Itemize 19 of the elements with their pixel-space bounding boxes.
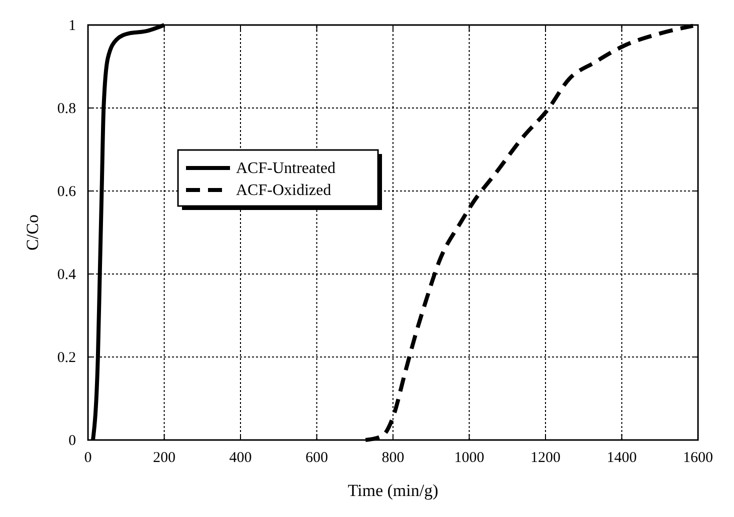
y-tick-label: 0 (68, 433, 76, 449)
y-tick-label: 1 (68, 18, 76, 34)
x-tick-label: 200 (153, 450, 176, 466)
x-tick-label: 1600 (683, 450, 713, 466)
legend-label: ACF-Oxidized (236, 182, 332, 199)
x-tick-label: 400 (229, 450, 252, 466)
y-tick-label: 0.8 (57, 101, 76, 117)
y-axis-title: C/Co (23, 214, 42, 250)
y-tick-label: 0.2 (57, 350, 76, 366)
y-tick-label: 0.4 (57, 267, 76, 283)
x-tick-label: 800 (382, 450, 404, 466)
x-tick-label: 1400 (606, 450, 637, 466)
x-tick-label: 1000 (454, 450, 484, 466)
x-tick-label: 600 (306, 450, 328, 466)
y-tick-label: 0.6 (57, 184, 76, 200)
x-tick-label: 0 (84, 450, 92, 466)
x-axis-title: Time (min/g) (348, 481, 438, 500)
x-tick-label: 1200 (530, 450, 560, 466)
legend-label: ACF-Untreated (236, 160, 336, 177)
